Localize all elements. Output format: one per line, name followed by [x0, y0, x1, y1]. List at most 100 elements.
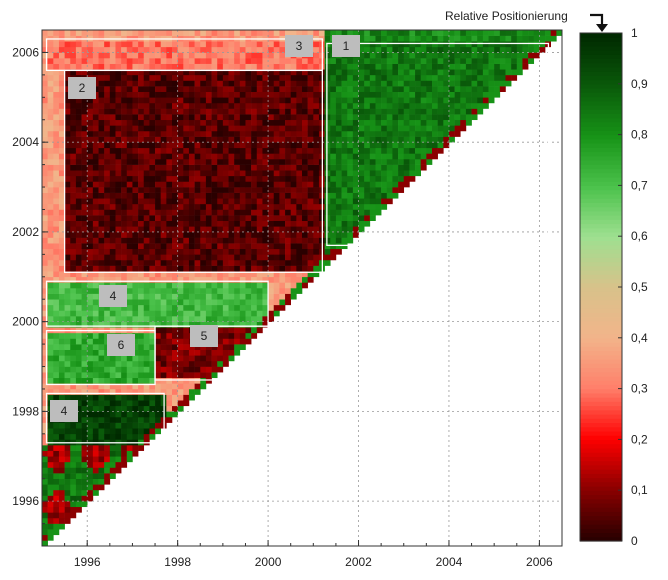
heatmap-cell: [211, 30, 218, 36]
heatmap-cell: [121, 203, 128, 210]
heatmap-cell: [392, 97, 399, 104]
heatmap-cell: [482, 86, 489, 92]
heatmap-cell: [149, 349, 156, 356]
heatmap-cell: [426, 58, 433, 64]
heatmap-cell: [177, 226, 184, 233]
heatmap-cell: [205, 271, 212, 278]
heatmap-cell: [217, 187, 224, 193]
heatmap-cell: [53, 523, 60, 530]
heatmap-cell: [87, 461, 94, 468]
colorbar-step: [580, 528, 622, 534]
colorbar-step: [580, 185, 622, 191]
heatmap-cell: [228, 86, 235, 92]
heatmap-cell: [245, 243, 252, 250]
heatmap-cell: [268, 86, 275, 92]
heatmap-cell: [194, 377, 201, 384]
heatmap-cell: [369, 181, 376, 188]
heatmap-cell: [81, 344, 88, 350]
heatmap-cell: [211, 86, 218, 92]
heatmap-cell: [115, 400, 122, 407]
colorbar-step: [580, 295, 622, 301]
heatmap-cell: [42, 360, 48, 367]
heatmap-cell: [70, 293, 77, 300]
heatmap-cell: [262, 288, 269, 294]
heatmap-cell: [403, 30, 410, 36]
heatmap-cell: [375, 80, 382, 87]
heatmap-cell: [42, 58, 48, 64]
heatmap-cell: [155, 114, 161, 121]
heatmap-cell: [81, 282, 88, 289]
heatmap-cell: [200, 52, 207, 59]
heatmap-cell: [358, 58, 365, 64]
heatmap-cell: [211, 288, 218, 294]
heatmap-cell: [87, 321, 94, 328]
heatmap-cell: [335, 30, 342, 36]
heatmap-cell: [511, 58, 518, 64]
heatmap-cell: [166, 417, 173, 423]
heatmap-cell: [375, 159, 382, 165]
heatmap-cell: [477, 74, 484, 81]
heatmap-cell: [104, 254, 111, 261]
heatmap-cell: [234, 215, 241, 221]
heatmap-cell: [92, 428, 99, 435]
heatmap-cell: [104, 198, 111, 205]
heatmap-cell: [126, 181, 133, 188]
heatmap-cell: [81, 97, 88, 104]
heatmap-cell: [58, 360, 65, 367]
heatmap-cell: [70, 203, 77, 210]
heatmap-cell: [477, 41, 484, 48]
heatmap-cell: [222, 321, 229, 328]
heatmap-cell: [172, 237, 178, 244]
heatmap-cell: [381, 108, 388, 115]
heatmap-cell: [155, 231, 161, 238]
heatmap-cell: [228, 327, 235, 334]
heatmap-cell: [126, 74, 133, 81]
heatmap-cell: [98, 349, 105, 356]
heatmap-cell: [109, 220, 116, 227]
heatmap-cell: [217, 231, 224, 238]
heatmap-cell: [87, 372, 94, 379]
heatmap-cell: [205, 130, 212, 137]
heatmap-cell: [443, 35, 450, 42]
heatmap-cell: [499, 52, 506, 59]
heatmap-cell: [104, 400, 111, 407]
heatmap-cell: [369, 119, 376, 126]
heatmap-cell: [251, 203, 258, 210]
heatmap-cell: [138, 63, 145, 70]
colorbar-step: [580, 265, 622, 271]
heatmap-cell: [47, 187, 54, 193]
heatmap-cell: [138, 86, 145, 92]
heatmap-cell: [47, 473, 54, 479]
heatmap-cell: [358, 215, 365, 221]
heatmap-cell: [104, 159, 111, 165]
heatmap-cell: [115, 417, 122, 423]
heatmap-cell: [454, 63, 461, 70]
heatmap-cell: [307, 86, 314, 92]
heatmap-cell: [42, 529, 48, 536]
heatmap-cell: [155, 220, 161, 227]
heatmap-cell: [47, 181, 54, 188]
heatmap-cell: [285, 58, 291, 64]
heatmap-cell: [262, 209, 269, 216]
heatmap-cell: [87, 495, 94, 502]
heatmap-cell: [386, 102, 393, 109]
heatmap-cell: [143, 332, 150, 339]
heatmap-cell: [217, 170, 224, 177]
heatmap-cell: [499, 86, 506, 92]
heatmap-cell: [194, 130, 201, 137]
heatmap-cell: [426, 80, 433, 87]
heatmap-cell: [211, 164, 218, 171]
heatmap-cell: [381, 86, 388, 92]
heatmap-cell: [302, 91, 308, 98]
heatmap-cell: [70, 220, 77, 227]
heatmap-cell: [126, 394, 133, 401]
heatmap-cell: [251, 147, 258, 154]
heatmap-cell: [70, 159, 77, 165]
heatmap-cell: [92, 97, 99, 104]
heatmap-cell: [273, 299, 280, 306]
heatmap-cell: [330, 170, 337, 177]
heatmap-cell: [222, 226, 229, 233]
heatmap-cell: [285, 102, 291, 109]
heatmap-cell: [279, 159, 286, 165]
heatmap-cell: [166, 383, 173, 390]
